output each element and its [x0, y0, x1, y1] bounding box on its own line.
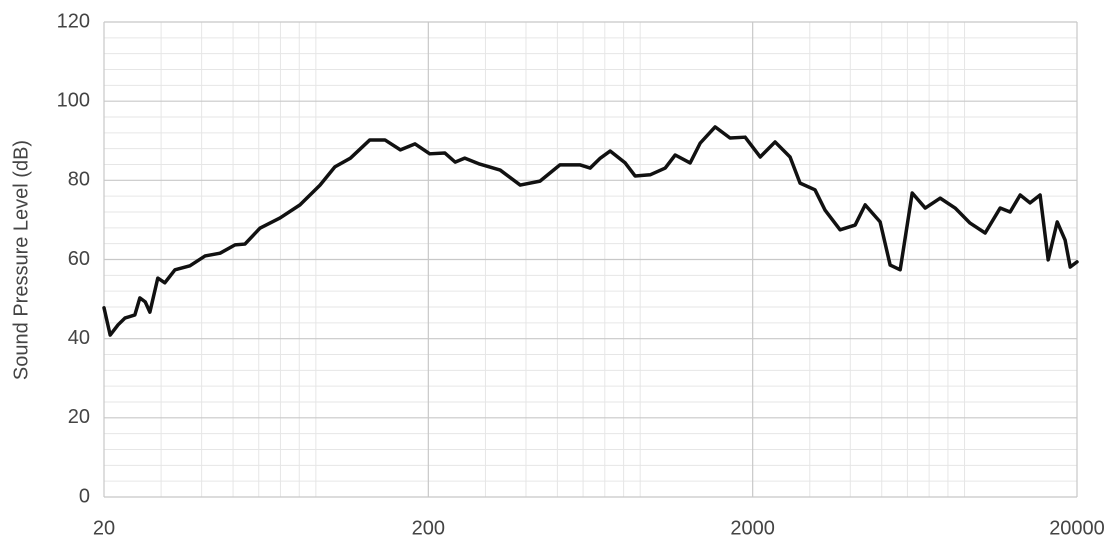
- y-tick-label: 20: [68, 406, 90, 428]
- x-tick-label: 2000: [730, 517, 775, 539]
- line: [102, 125, 1079, 337]
- y-tick-label: 100: [57, 89, 90, 111]
- y-tick-label: 0: [79, 485, 90, 507]
- x-tick-label: 200: [412, 517, 445, 539]
- x-tick-label: 20: [93, 517, 115, 539]
- y-tick-label: 40: [68, 327, 90, 349]
- y-tick-label: 80: [68, 169, 90, 191]
- y-axis-label: Sound Pressure Level (dB): [10, 140, 32, 380]
- y-tick-label: 120: [57, 10, 90, 32]
- x-tick-label: 20000: [1049, 517, 1105, 539]
- y-tick-label: 60: [68, 248, 90, 270]
